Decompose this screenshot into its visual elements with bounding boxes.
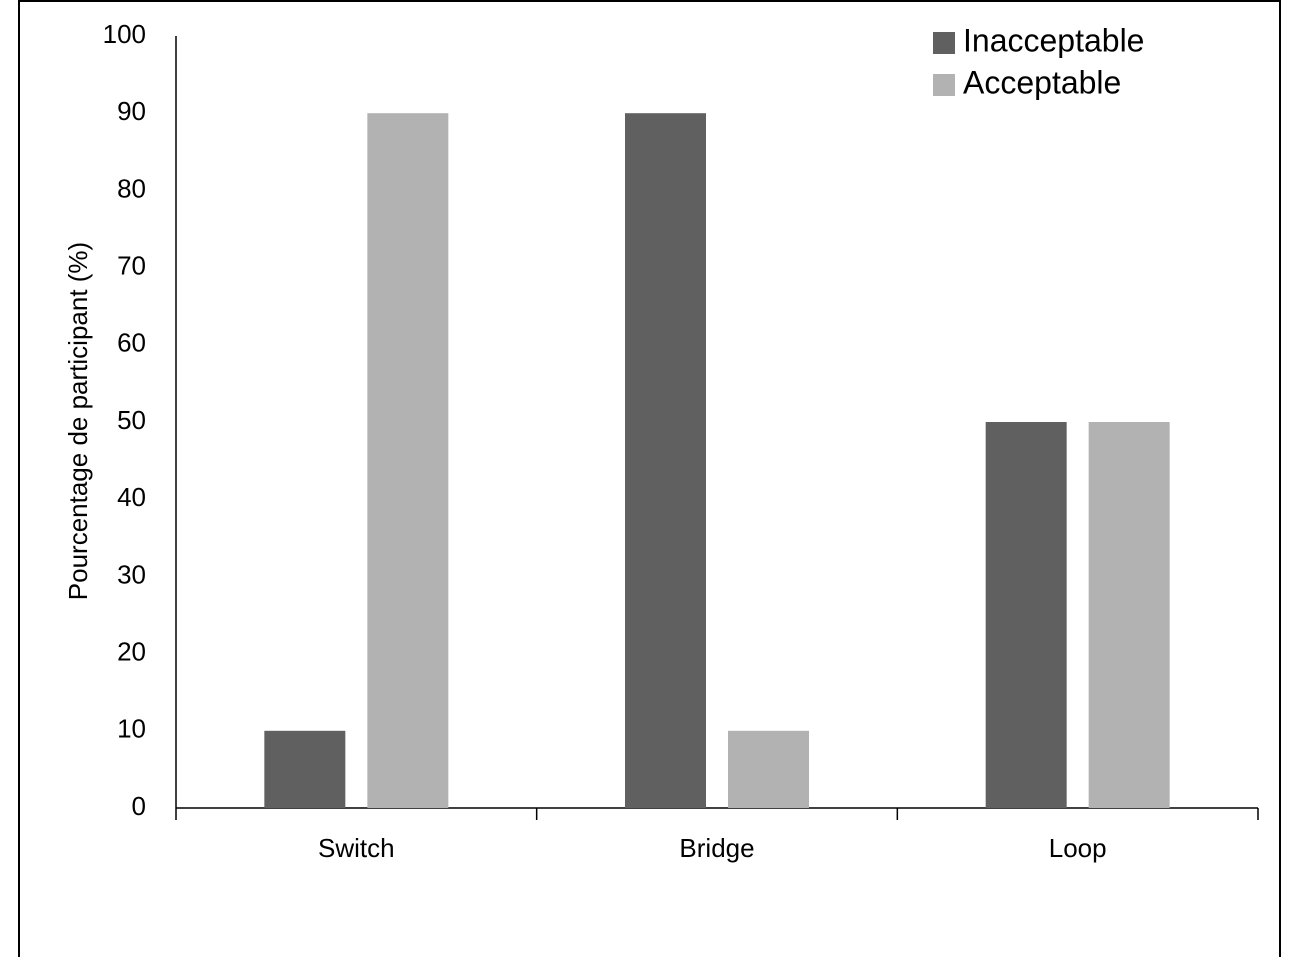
y-tick-label: 20 [117, 636, 146, 666]
bar-acceptable-switch [367, 113, 449, 808]
bar-inacceptable-loop [985, 422, 1067, 808]
y-tick-label: 80 [117, 173, 146, 203]
y-tick-label: 0 [132, 791, 146, 821]
y-tick-label: 90 [117, 96, 146, 126]
y-tick-label: 70 [117, 250, 146, 280]
y-tick-label: 10 [117, 714, 146, 744]
y-tick-label: 40 [117, 482, 146, 512]
x-category-label: Switch [318, 833, 395, 863]
plot-area: 0 10 20 30 40 50 60 70 80 90 100 Switch Bridge Loop [103, 19, 1259, 863]
bar-acceptable-loop [1088, 422, 1170, 808]
y-tick-label: 30 [117, 559, 146, 589]
bar-inacceptable-switch [264, 730, 346, 808]
legend: Inacceptable Acceptable [933, 22, 1144, 100]
legend-label: Inacceptable [963, 22, 1144, 58]
y-tick-label: 100 [103, 19, 146, 49]
legend-label: Acceptable [963, 64, 1121, 100]
bar-inacceptable-bridge [625, 113, 706, 808]
y-axis-title: Pourcentage de participant (%) [63, 242, 93, 600]
y-tick-label: 60 [117, 328, 146, 358]
x-category-label: Bridge [679, 833, 754, 863]
legend-swatch [933, 32, 955, 54]
bar-acceptable-bridge [728, 730, 809, 808]
legend-swatch [933, 74, 955, 96]
x-category-label: Loop [1049, 833, 1107, 863]
y-tick-label: 50 [117, 405, 146, 435]
